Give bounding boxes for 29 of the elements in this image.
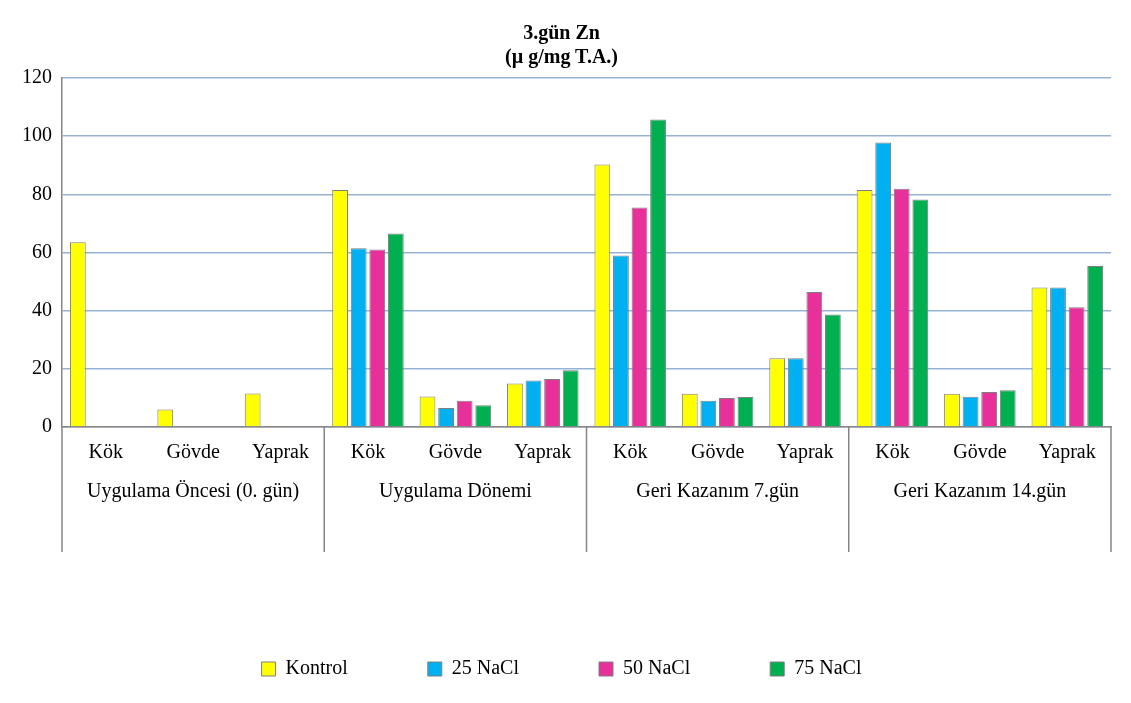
legend-label: 75 NaCl	[794, 656, 862, 679]
y-tick-label: 20	[32, 356, 52, 379]
y-tick-label: 100	[22, 123, 52, 146]
legend-label: 25 NaCl	[451, 656, 520, 679]
x-tick-label: Gövde	[166, 440, 220, 463]
y-tick-label: 40	[32, 297, 52, 320]
x-tick-label: Kök	[88, 440, 123, 463]
x-tick-label: Yaprak	[776, 440, 834, 464]
text: Uygulama Öncesi (0. gün)	[87, 479, 300, 503]
x-tick-label: Gövde	[690, 440, 745, 463]
y-tick-label: 80	[32, 181, 52, 204]
text: Uygulama Dönemi	[379, 479, 533, 503]
x-tick-label: Kök	[350, 440, 386, 463]
y-tick-label: 0	[42, 414, 52, 437]
text: Geri Kazanım 7.gün	[636, 479, 799, 503]
x-tick-label: Yaprak	[252, 440, 309, 464]
x-tick-label: Kök	[875, 440, 910, 463]
legend-label: 50 NaCl	[623, 656, 691, 679]
y-tick-label: 120	[22, 65, 52, 88]
x-tick-label: Kök	[612, 440, 648, 463]
x-tick-label: Gövde	[953, 440, 1007, 463]
text: Geri Kazanım 14.gün	[893, 479, 1067, 503]
legend-label: Kontrol	[285, 656, 349, 679]
y-tick-label: 60	[32, 239, 52, 262]
x-tick-label: Yaprak	[1038, 440, 1096, 464]
x-tick-label: Gövde	[428, 440, 483, 463]
chart-title: 3.gün Zn	[523, 21, 600, 45]
x-tick-label: Yaprak	[514, 440, 572, 464]
chart-subtitle: (µ g/mg T.A.)	[505, 45, 618, 69]
